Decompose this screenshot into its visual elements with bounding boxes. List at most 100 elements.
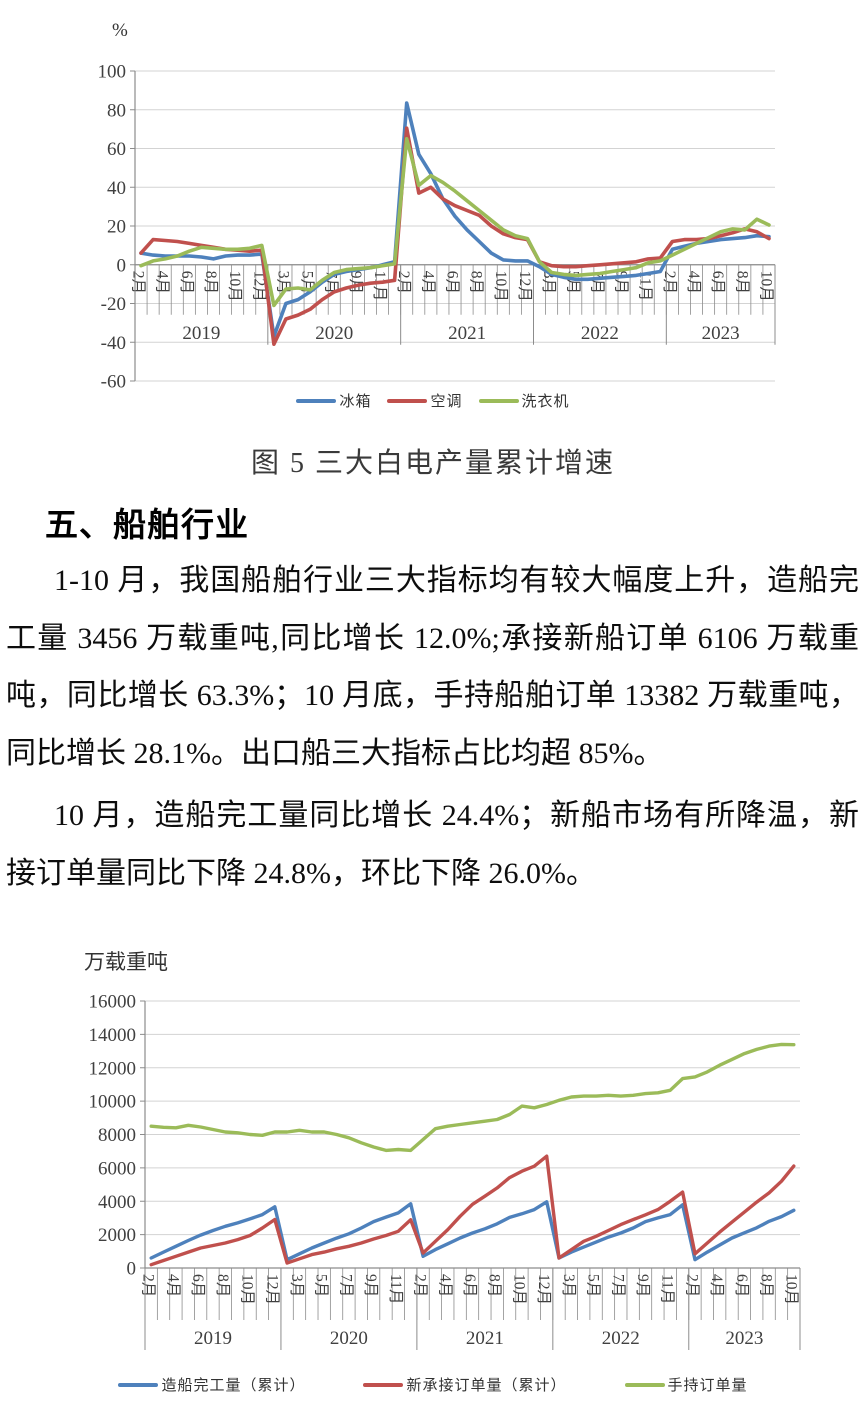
- x-tick-label: 12月: [250, 271, 267, 302]
- year-label: 2020: [330, 1328, 368, 1349]
- x-tick-label: 6月: [189, 1274, 206, 1297]
- y-tick-label: 0: [117, 255, 127, 276]
- year-label: 2022: [602, 1328, 640, 1349]
- series-line-2: [149, 1042, 796, 1153]
- x-tick-label: 6月: [178, 271, 195, 294]
- series-line-0: [139, 101, 771, 339]
- legend-line-swatch: [296, 398, 337, 403]
- series-line-0: [149, 1200, 796, 1262]
- x-tick-label: 11月: [387, 1274, 404, 1304]
- figure6-legend: 造船完工量（累计） 新承接订单量（累计） 手持订单量: [0, 1374, 866, 1395]
- x-tick-label: 2月: [140, 1274, 157, 1297]
- x-tick-label: 8月: [486, 1274, 503, 1297]
- series-line-2: [139, 137, 771, 308]
- legend-item: 空调: [387, 390, 462, 411]
- figure5-caption: 图 5 三大白电产量累计增速: [250, 448, 615, 479]
- x-tick-label: 8月: [758, 1274, 775, 1297]
- x-tick-label: 4月: [685, 271, 702, 294]
- x-tick-label: 6月: [709, 271, 726, 294]
- x-tick-label: 3月: [540, 271, 557, 294]
- y-tick-label: 2000: [98, 1225, 136, 1246]
- x-tick-label: 10月: [226, 271, 243, 302]
- legend-label: 冰箱: [339, 394, 372, 410]
- legend-label: 空调: [430, 394, 463, 410]
- x-tick-label: 12月: [516, 271, 533, 302]
- year-label: 2021: [448, 323, 486, 344]
- y-tick-label: 60: [107, 139, 126, 160]
- x-tick-label: 6月: [733, 1274, 750, 1297]
- x-tick-label: 8月: [733, 271, 750, 294]
- legend-item: 新承接订单量（累计）: [363, 1374, 566, 1395]
- body-paragraph-1: 1-10 月，我国船舶行业三大指标均有较大幅度上升，造船完工量 3456 万载重…: [6, 564, 859, 770]
- legend-line-swatch: [624, 1382, 665, 1387]
- x-tick-label: 3月: [288, 1274, 305, 1297]
- y-tick-label: 10000: [89, 1092, 137, 1113]
- body-paragraph-2: 10 月，造船完工量同比增长 24.4%；新船市场有所降温，新接订单量同比下降 …: [6, 799, 859, 890]
- x-tick-label: 11月: [637, 271, 654, 301]
- legend-item: 洗衣机: [478, 390, 570, 411]
- x-tick-label: 10月: [782, 1274, 799, 1305]
- legend-line-swatch: [478, 398, 519, 403]
- x-tick-label: 8月: [468, 271, 485, 294]
- x-tick-label: 10月: [239, 1274, 256, 1305]
- x-tick-label: 10月: [510, 1274, 527, 1305]
- year-label: 2022: [581, 323, 619, 344]
- x-tick-label: 2月: [683, 1274, 700, 1297]
- y-tick-label: -60: [101, 372, 126, 393]
- x-tick-label: 4月: [164, 1274, 181, 1297]
- y-tick-label: 4000: [98, 1192, 136, 1213]
- legend-item: 造船完工量（累计）: [118, 1374, 305, 1395]
- legend-label: 新承接订单量（累计）: [406, 1378, 567, 1394]
- x-tick-label: 12月: [263, 1274, 280, 1305]
- x-tick-label: 3月: [560, 1274, 577, 1297]
- x-tick-label: 5月: [585, 1274, 602, 1297]
- figure5-legend: 冰箱 空调 洗衣机: [0, 390, 866, 411]
- y-tick-label: 12000: [89, 1058, 137, 1079]
- x-tick-label: 4月: [708, 1274, 725, 1297]
- x-tick-label: 4月: [419, 271, 436, 294]
- year-label: 2021: [466, 1328, 504, 1349]
- x-tick-label: 5月: [313, 1274, 330, 1297]
- y-tick-label: 6000: [98, 1158, 136, 1179]
- x-tick-label: 8月: [214, 1274, 231, 1297]
- x-tick-label: 2月: [412, 1274, 429, 1297]
- x-tick-label: 6月: [444, 271, 461, 294]
- x-tick-label: 9月: [347, 271, 364, 294]
- x-tick-label: 2月: [395, 271, 412, 294]
- series-line-1: [139, 126, 771, 347]
- year-label: 2023: [702, 323, 740, 344]
- legend-item: 手持订单量: [624, 1374, 748, 1395]
- legend-label: 手持订单量: [667, 1378, 748, 1394]
- y-tick-label: 80: [107, 100, 126, 121]
- section-heading: 五、船舶行业: [45, 506, 249, 543]
- year-label: 2020: [315, 323, 353, 344]
- year-label: 2023: [725, 1328, 763, 1349]
- y-tick-label: 0: [127, 1259, 137, 1280]
- x-tick-label: 7月: [337, 1274, 354, 1297]
- x-tick-label: 8月: [202, 271, 219, 294]
- y-tick-label: 8000: [98, 1125, 136, 1146]
- legend-line-swatch: [118, 1382, 159, 1387]
- x-tick-label: 4月: [436, 1274, 453, 1297]
- y-tick-label: 20: [107, 217, 126, 238]
- x-tick-label: 11月: [659, 1274, 676, 1304]
- figure5-y-axis-unit-label: %: [112, 20, 128, 41]
- x-tick-label: 10月: [757, 271, 774, 302]
- x-tick-label: 10月: [492, 271, 509, 302]
- x-tick-label: 6月: [461, 1274, 478, 1297]
- y-tick-label: 14000: [89, 1025, 137, 1046]
- section-body: 1-10 月，我国船舶行业三大指标均有较大幅度上升，造船完工量 3456 万载重…: [6, 552, 859, 907]
- figure6-y-axis-unit-label: 万载重吨: [84, 950, 168, 974]
- y-tick-label: 40: [107, 178, 126, 199]
- x-tick-label: 9月: [634, 1274, 651, 1297]
- x-tick-label: 12月: [535, 1274, 552, 1305]
- x-tick-label: 9月: [613, 271, 630, 294]
- series-line-1: [149, 1154, 796, 1267]
- legend-label: 造船完工量（累计）: [161, 1378, 306, 1394]
- legend-label: 洗衣机: [521, 394, 570, 410]
- x-tick-label: 2月: [130, 271, 147, 294]
- y-tick-label: -40: [101, 333, 126, 354]
- x-tick-label: 2月: [661, 271, 678, 294]
